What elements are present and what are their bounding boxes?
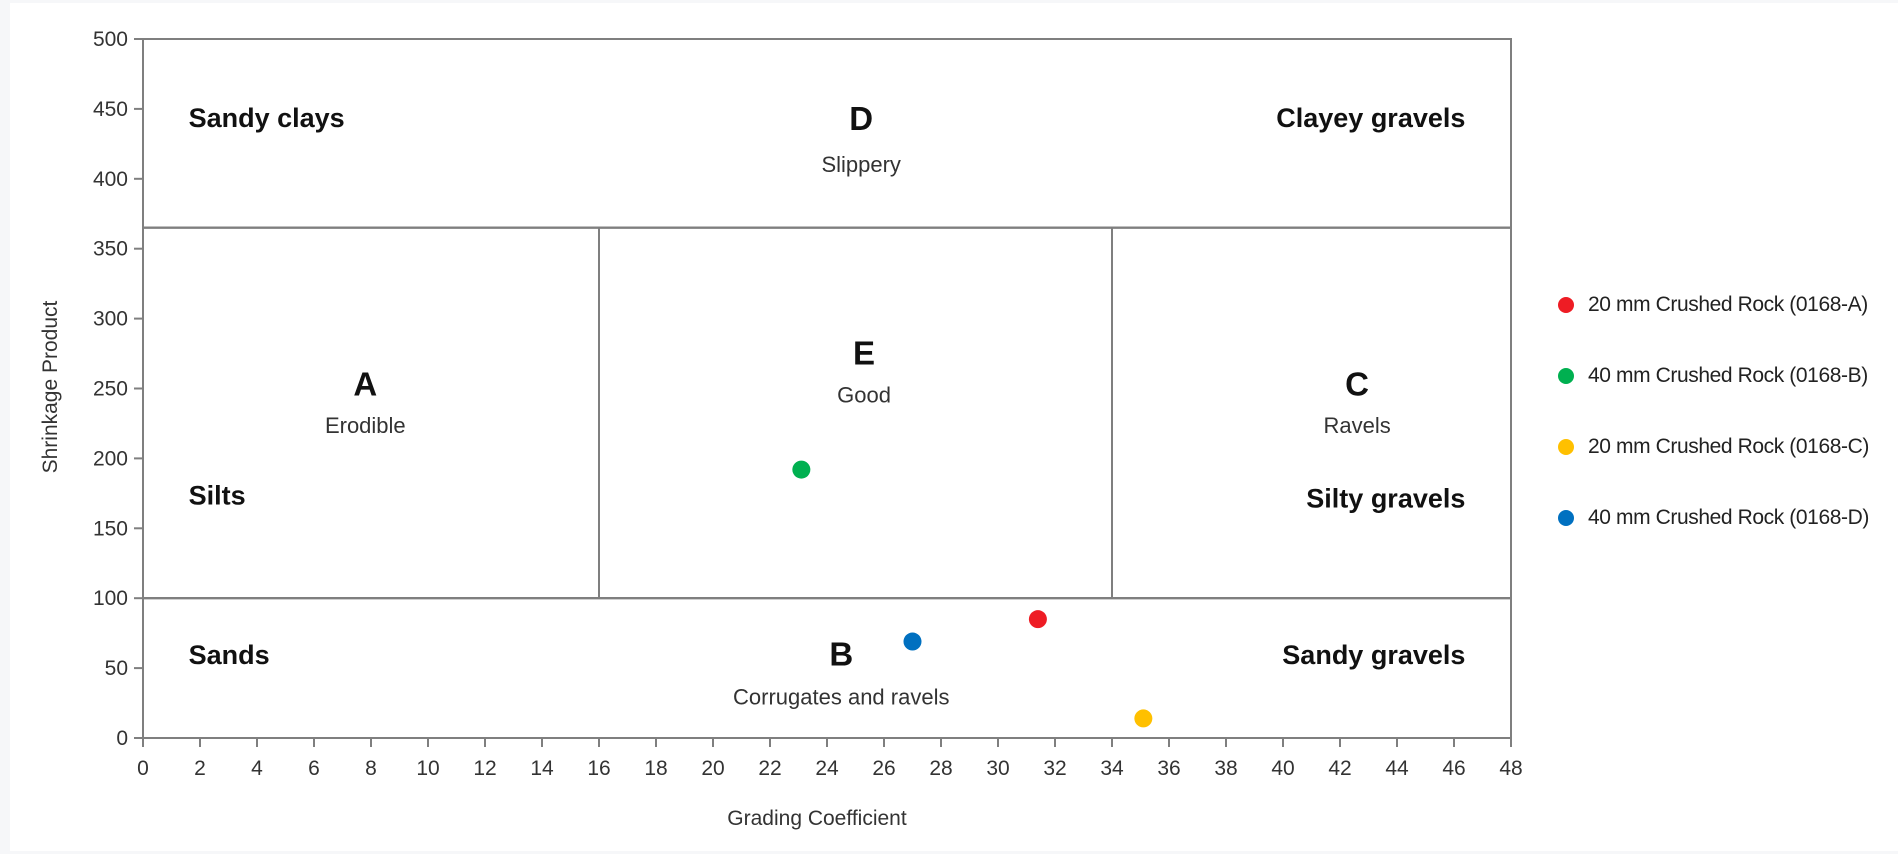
y-tick-label: 450	[93, 98, 128, 121]
y-tick-label: 300	[93, 308, 128, 331]
plot-border	[142, 38, 1512, 739]
region-description: Good	[837, 382, 891, 407]
data-points	[792, 460, 1153, 728]
legend-item: 40 mm Crushed Rock (0168-B)	[1558, 340, 1898, 411]
axes: 0 2 4 6 8 10 12 14 16 18 20 22 24 26 28 30 32 34 36 38 40 42 4…	[93, 28, 1523, 780]
x-tick-label: 14	[530, 757, 554, 780]
x-tick-label: 2	[194, 757, 206, 780]
legend-item: 20 mm Crushed Rock (0168-C)	[1558, 411, 1898, 482]
soil-type-label: Sandy clays	[189, 103, 345, 133]
x-tick-label: 26	[872, 757, 895, 780]
data-point	[792, 460, 811, 479]
x-tick-label: 24	[815, 757, 839, 780]
region-letter: D	[849, 100, 873, 137]
legend-marker	[1558, 509, 1574, 526]
y-tick-label: 200	[93, 447, 128, 470]
legend-marker	[1558, 367, 1574, 384]
y-tick-label: 50	[105, 657, 128, 680]
y-tick-label: 350	[93, 238, 128, 261]
region-letter: A	[353, 365, 377, 402]
region-description: Ravels	[1323, 413, 1390, 438]
legend-label: 20 mm Crushed Rock (0168-A)	[1588, 292, 1868, 316]
legend-item: 20 mm Crushed Rock (0168-A)	[1558, 269, 1898, 340]
x-tick-label: 16	[587, 757, 610, 780]
chart-frame: 0 2 4 6 8 10 12 14 16 18 20 22 24 26 28 30 32 34 36 38 40 42 4…	[10, 3, 1898, 851]
data-point	[903, 632, 922, 651]
x-tick-label: 48	[1499, 757, 1522, 780]
region-letter: C	[1345, 365, 1369, 402]
x-tick-label: 34	[1100, 757, 1124, 780]
chart-legend: 20 mm Crushed Rock (0168-A) 40 mm Crushe…	[1558, 269, 1898, 553]
region-description: Corrugates and ravels	[733, 684, 949, 709]
soil-type-label: Sandy gravels	[1282, 640, 1465, 670]
region-description: Slippery	[821, 152, 900, 177]
x-tick-label: 40	[1271, 757, 1294, 780]
x-tick-label: 0	[137, 757, 149, 780]
x-tick-label: 8	[365, 757, 377, 780]
x-tick-label: 36	[1157, 757, 1180, 780]
y-tick-label: 500	[93, 28, 128, 51]
soil-type-label: Clayey gravels	[1276, 103, 1465, 133]
region-letter: B	[829, 635, 853, 672]
x-axis-label: Grading Coefficient	[727, 807, 907, 830]
x-tick-label: 18	[644, 757, 667, 780]
legend-item: 40 mm Crushed Rock (0168-D)	[1558, 482, 1898, 553]
region-letter: E	[853, 335, 875, 372]
data-point	[1028, 610, 1047, 629]
legend-label: 40 mm Crushed Rock (0168-D)	[1588, 505, 1869, 529]
y-tick-label: 150	[93, 517, 128, 540]
x-tick-label: 12	[473, 757, 496, 780]
region-description: Erodible	[325, 413, 406, 438]
y-axis-label: Shrinkage Product	[39, 300, 62, 473]
x-tick-label: 42	[1328, 757, 1351, 780]
x-tick-label: 22	[758, 757, 781, 780]
x-tick-label: 28	[929, 757, 952, 780]
legend-label: 20 mm Crushed Rock (0168-C)	[1588, 434, 1869, 458]
x-tick-label: 32	[1043, 757, 1066, 780]
y-tick-label: 100	[93, 587, 128, 610]
legend-marker	[1558, 438, 1574, 455]
zone-labels: D Slippery A Erodible E Good C Ravels B Corrugate…	[189, 100, 1466, 710]
x-tick-label: 6	[308, 757, 320, 780]
soil-type-label: Sands	[189, 640, 270, 670]
y-tick-label: 250	[93, 378, 128, 401]
x-tick-label: 44	[1385, 757, 1409, 780]
x-tick-label: 46	[1442, 757, 1465, 780]
legend-label: 40 mm Crushed Rock (0168-B)	[1588, 363, 1868, 387]
x-tick-label: 30	[986, 757, 1009, 780]
x-tick-label: 4	[251, 757, 263, 780]
zone-chart: 0 2 4 6 8 10 12 14 16 18 20 22 24 26 28 30 32 34 36 38 40 42 4…	[39, 28, 1523, 830]
soil-type-label: Silty gravels	[1306, 483, 1465, 513]
y-tick-label: 400	[93, 168, 128, 191]
soil-type-label: Silts	[189, 481, 246, 511]
x-tick-label: 38	[1214, 757, 1237, 780]
x-tick-label: 20	[701, 757, 724, 780]
y-tick-label: 0	[116, 727, 128, 750]
data-point	[1134, 709, 1153, 728]
x-tick-label: 10	[416, 757, 439, 780]
region-lines	[142, 38, 1512, 739]
legend-marker	[1558, 296, 1574, 313]
